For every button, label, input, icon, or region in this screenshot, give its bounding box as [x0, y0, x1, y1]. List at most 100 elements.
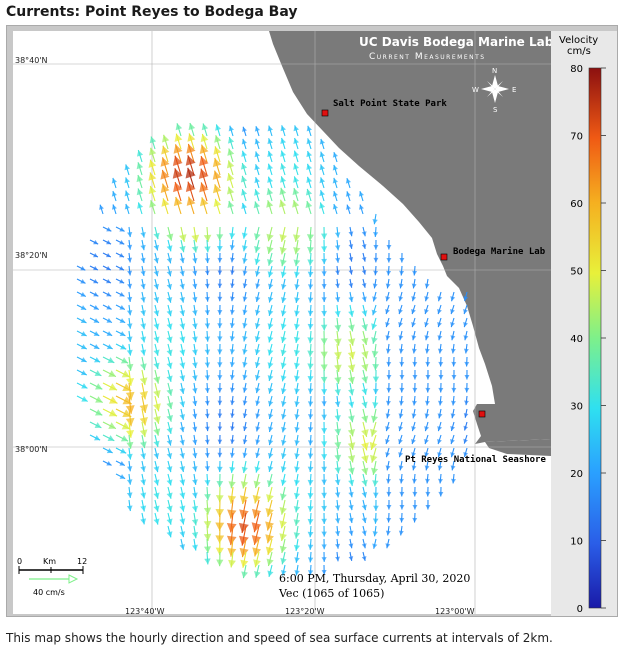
current-vector-head [254, 270, 261, 277]
current-vector-head [280, 349, 287, 356]
current-vector-head [281, 426, 287, 433]
pt-reyes-headland [485, 439, 551, 456]
bodega-label: Bodega Marine Lab [453, 246, 546, 257]
current-vector-head [348, 479, 355, 486]
current-vector-head [139, 417, 148, 426]
current-vector-head [334, 505, 341, 511]
current-vector-head [80, 344, 87, 350]
current-vector-head [215, 124, 222, 131]
current-vector-head [293, 336, 301, 343]
current-vector-head [361, 296, 367, 302]
current-vector-head [153, 440, 160, 447]
current-vector-head [229, 362, 236, 368]
current-vector-head [321, 466, 327, 472]
current-vector-head [255, 400, 261, 406]
current-vector-head [121, 422, 130, 430]
current-vector-head [153, 270, 159, 277]
current-vector-head [140, 244, 146, 251]
current-vector-head [267, 138, 274, 145]
compass-w: W [472, 86, 479, 94]
current-vector-head [153, 428, 161, 436]
current-vector-head [348, 231, 354, 237]
current-vector-head [204, 452, 210, 458]
current-vector-head [185, 181, 196, 192]
current-vector-head [162, 134, 170, 143]
current-vector-head [199, 197, 209, 207]
pt-reyes-marker[interactable] [478, 410, 486, 418]
current-vector-head [361, 244, 367, 249]
current-vector-head [215, 547, 224, 556]
salt-point-marker[interactable] [321, 109, 329, 117]
current-vector-head [173, 182, 183, 193]
current-vector-head [293, 479, 301, 486]
current-vector-head [203, 507, 212, 515]
current-map[interactable]: UC Davis Bodega Marine Lab Current Measu… [7, 26, 619, 618]
current-vector-head [319, 138, 325, 145]
current-vector-head [126, 453, 133, 460]
current-vector-head [437, 465, 443, 471]
current-vector-head [361, 504, 367, 511]
current-vector-head [139, 391, 148, 400]
current-vector-head [372, 531, 378, 537]
current-vector-head [385, 426, 391, 432]
current-vector-head [166, 439, 173, 446]
current-vector-head [332, 152, 338, 158]
current-vector-head [148, 172, 157, 181]
current-vector-head [161, 145, 170, 155]
current-vector-head [80, 266, 86, 271]
current-vector-head [174, 133, 183, 142]
current-vector-head [204, 493, 211, 501]
current-vector-head [242, 374, 248, 381]
current-vector-head [199, 156, 209, 167]
current-vector-head [412, 478, 418, 484]
current-vector-head [127, 231, 133, 238]
current-vector-head [292, 200, 300, 208]
current-vector-head [166, 492, 173, 499]
current-vector-head [361, 388, 368, 395]
current-vector-head [255, 413, 261, 419]
scale-zero: 0 [17, 557, 22, 566]
current-vector-head [166, 362, 173, 369]
current-vector-head [255, 283, 261, 289]
current-vector-head [463, 425, 468, 431]
current-vector-head [253, 480, 261, 489]
current-vector-head [185, 167, 196, 179]
current-vector-head [203, 520, 212, 529]
current-vector-head [204, 375, 211, 381]
current-vector-head [242, 322, 248, 329]
current-vector-head [192, 466, 198, 472]
current-vector-head [153, 323, 160, 330]
current-vector-head [450, 452, 456, 458]
current-vector-head [361, 363, 369, 372]
current-vector-head [463, 438, 468, 444]
current-vector-head [267, 163, 274, 170]
current-vector-head [240, 481, 249, 489]
bodega-marker[interactable] [440, 253, 448, 261]
current-vector-head [293, 532, 301, 539]
current-vector-head [106, 240, 112, 245]
current-vector-head [166, 505, 173, 512]
current-vector-head [398, 465, 404, 471]
current-vector-head [385, 465, 391, 471]
current-vector-head [334, 232, 341, 238]
current-vector-head [124, 177, 131, 184]
current-vector-head [153, 349, 160, 356]
current-vector-head [280, 297, 287, 303]
current-vector-head [242, 387, 248, 393]
current-vector-head [411, 413, 417, 419]
current-vector-head [179, 388, 186, 394]
current-vector-head [213, 198, 222, 208]
current-vector-head [463, 296, 469, 302]
current-vector-head [230, 426, 235, 431]
current-vector-head [254, 138, 260, 145]
current-vector-head [361, 324, 368, 331]
current-vector-head [166, 297, 173, 303]
current-vector-head [153, 403, 161, 412]
current-vector-head [265, 546, 274, 555]
current-vector-head [242, 413, 248, 419]
lab-name: UC Davis Bodega Marine Lab [359, 35, 554, 49]
current-vector-head [166, 283, 173, 290]
current-vector-head [254, 258, 261, 265]
current-vector-head [398, 322, 403, 328]
current-vector-head [214, 135, 222, 143]
